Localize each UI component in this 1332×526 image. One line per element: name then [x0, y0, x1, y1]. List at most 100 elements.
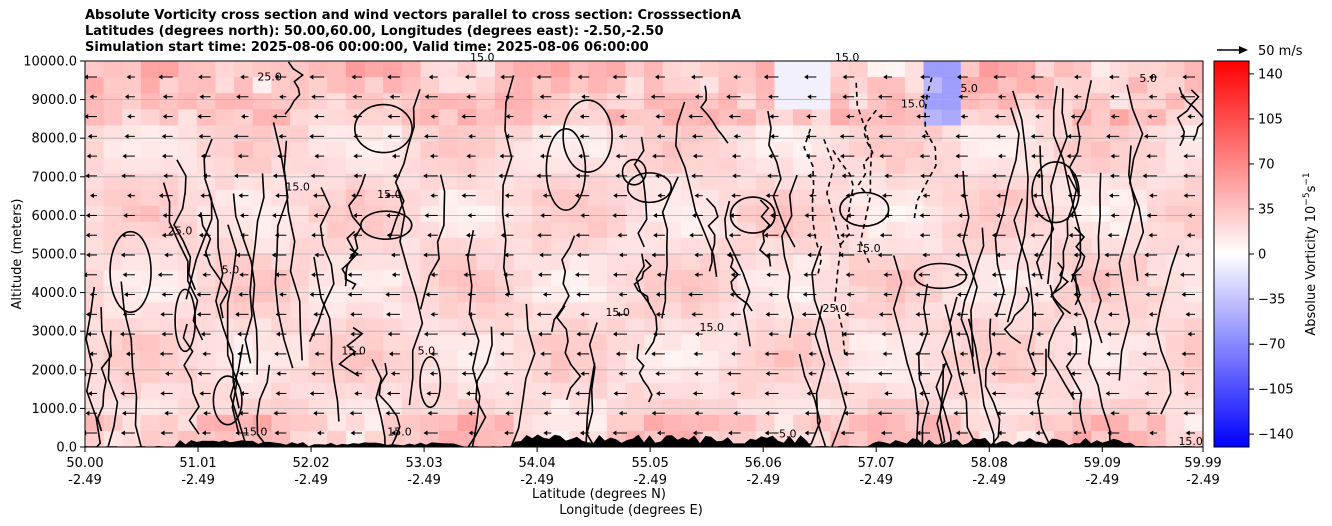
- wind-vector-head: [915, 311, 920, 317]
- field-cell: [532, 125, 552, 143]
- wind-vector-head: [1030, 232, 1035, 238]
- field-cell: [252, 61, 272, 78]
- wind-vector-head: [919, 212, 924, 218]
- field-cell: [252, 334, 272, 352]
- field-cell: [1091, 286, 1111, 303]
- field-cell: [793, 382, 813, 400]
- wind-vector-head: [273, 410, 278, 416]
- field-cell: [793, 254, 813, 271]
- field-cell: [681, 189, 701, 207]
- colorbar-tick-label: −35: [1258, 293, 1285, 308]
- field-cell: [1053, 77, 1074, 94]
- wind-vector-head: [313, 114, 318, 120]
- field-cell: [774, 237, 794, 255]
- wind-vector-head: [85, 272, 88, 278]
- wind-vector-head: [540, 153, 545, 159]
- wind-vector-head: [1074, 74, 1079, 80]
- field-cell: [345, 93, 366, 110]
- wind-vector-head: [85, 114, 89, 120]
- wind-vector-head: [311, 94, 316, 100]
- contour-line: [256, 364, 271, 447]
- field-cell: [364, 318, 384, 336]
- contour-line: [674, 101, 718, 278]
- field-cell: [755, 77, 776, 94]
- field-cell: [401, 237, 421, 255]
- wind-vector-head: [1030, 74, 1035, 80]
- field-cell: [364, 109, 384, 126]
- wind-vector-head: [468, 133, 473, 139]
- field-cell: [308, 334, 328, 352]
- colorbar-label-s: s: [1304, 185, 1319, 192]
- field-cell: [830, 334, 850, 352]
- wind-vector-head: [729, 292, 734, 298]
- wind-vector-head: [1033, 252, 1038, 258]
- field-cell: [867, 318, 887, 336]
- wind-vector-head: [688, 292, 693, 298]
- field-cell: [867, 237, 887, 255]
- contour-line: [344, 230, 356, 287]
- field-cell: [420, 237, 440, 255]
- field-cell: [383, 270, 403, 287]
- colorbar-label-exp1: −5: [1302, 192, 1312, 205]
- wind-vector-head: [955, 153, 960, 159]
- field-cell: [811, 189, 831, 207]
- field-cell: [1053, 382, 1074, 400]
- field-cell: [122, 430, 142, 447]
- wind-vector-head: [309, 133, 314, 139]
- contour-label: 15.0: [377, 188, 402, 201]
- field-cell: [886, 237, 906, 255]
- field-cell: [904, 382, 925, 400]
- field-cell: [960, 414, 980, 432]
- field-cell: [513, 141, 533, 159]
- field-cell: [271, 237, 291, 255]
- field-cell: [234, 141, 254, 159]
- contour-label: 15.0: [856, 242, 881, 255]
- wind-vector-head: [877, 410, 882, 416]
- field-cell: [364, 221, 384, 239]
- field-cell: [979, 382, 999, 400]
- contour-line: [503, 303, 536, 447]
- field-cell: [737, 157, 757, 175]
- contour-line: [501, 75, 515, 295]
- field-cell: [1035, 318, 1055, 336]
- field-cell: [588, 221, 608, 239]
- field-cell: [737, 366, 757, 384]
- wind-vector-head: [766, 272, 771, 278]
- wind-vector-head: [499, 153, 504, 159]
- field-cell: [1165, 237, 1185, 255]
- field-cell: [662, 286, 682, 303]
- wind-vector-head: [429, 371, 434, 377]
- x-tick-label-lon: -2.49: [1186, 473, 1220, 488]
- field-cell: [774, 254, 794, 271]
- field-cell: [830, 157, 850, 175]
- field-cell: [699, 61, 720, 78]
- field-cell: [1147, 334, 1167, 352]
- field-cell: [85, 93, 105, 110]
- wind-vector-head: [770, 133, 775, 139]
- field-cell: [308, 125, 328, 143]
- field-cell: [644, 77, 664, 94]
- x-tick-label-lat: 57.07: [858, 456, 895, 471]
- field-cell: [625, 414, 645, 432]
- field-cell: [532, 254, 552, 271]
- field-cell: [681, 334, 701, 352]
- field-cell: [476, 366, 496, 384]
- field-cell: [942, 77, 962, 94]
- field-cell: [513, 334, 533, 352]
- wind-vector-head: [389, 94, 394, 100]
- field-cell: [848, 141, 869, 159]
- wind-vector-head: [765, 311, 770, 317]
- wind-vector-head: [656, 133, 661, 139]
- field-cell: [1035, 382, 1055, 400]
- field-cell: [848, 270, 869, 287]
- field-cell: [1072, 398, 1092, 416]
- wind-vector-head: [883, 272, 888, 278]
- field-cell: [1072, 125, 1092, 143]
- field-cell: [942, 382, 962, 400]
- wind-vector-head: [127, 114, 132, 120]
- field-cell: [215, 382, 235, 400]
- field-cell: [178, 189, 198, 207]
- vorticity-contours: [85, 61, 1203, 447]
- contour-line: [313, 256, 340, 422]
- field-cell: [308, 237, 328, 255]
